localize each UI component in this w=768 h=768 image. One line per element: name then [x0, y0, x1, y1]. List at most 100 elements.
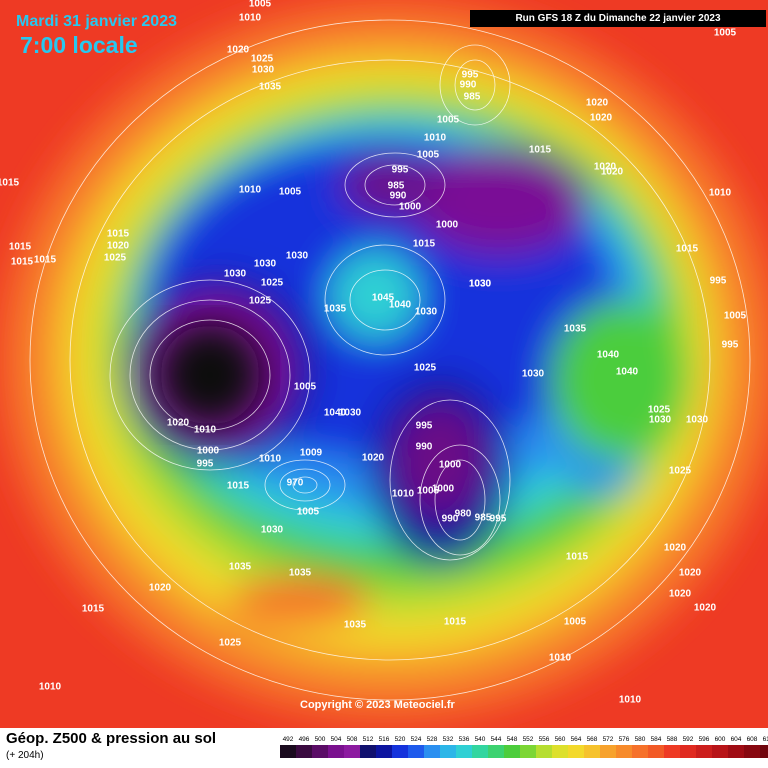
isobar-label: 1030 [252, 65, 275, 76]
isobar-label: 1015 [107, 229, 130, 240]
isobar-label: 1020 [586, 98, 609, 109]
scale-label: 588 [667, 736, 678, 743]
isobar-label: 1010 [259, 454, 282, 465]
isobar-label: 1015 [413, 239, 436, 250]
isobar-label: 1030 [415, 307, 438, 318]
scale-label: 532 [443, 736, 454, 743]
scale-swatch [600, 745, 616, 758]
forecast-time: 7:00 locale [20, 32, 138, 58]
isobar-label: 1030 [649, 415, 672, 426]
isobar-label: 1030 [522, 369, 545, 380]
isobar-label: 1000 [399, 202, 422, 213]
isobar-label: 1030 [686, 415, 709, 426]
isobar-label: 990 [442, 514, 459, 525]
isobar-label: 1025 [251, 54, 274, 65]
isobar-label: 995 [490, 514, 507, 525]
isobar-label: 1010 [424, 133, 447, 144]
scale-label: 592 [683, 736, 694, 743]
isobar-labels: 1005101010201025103010351005101510151015… [0, 0, 747, 706]
isobar-label: 1020 [601, 167, 624, 178]
isobar-label: 1015 [566, 552, 589, 563]
scale-label: 556 [539, 736, 550, 743]
isobar-label: 1005 [297, 507, 320, 518]
isobar-label: 1030 [339, 408, 362, 419]
scale-label: 600 [715, 736, 726, 743]
isobar-label: 1010 [392, 489, 415, 500]
scale-label: 544 [491, 736, 502, 743]
isobar-label: 1005 [437, 115, 460, 126]
isobar-label: 1009 [300, 448, 323, 459]
scale-label: 576 [619, 736, 630, 743]
isobar-label: 995 [462, 70, 479, 81]
footer: Géop. Z500 & pression au sol (+ 204h) 49… [0, 728, 768, 768]
isobar-label: 1010 [194, 425, 217, 436]
scale-label: 560 [555, 736, 566, 743]
scale-swatch [760, 745, 768, 758]
isobar-label: 1005 [417, 150, 440, 161]
isobar-label: 1005 [294, 382, 317, 393]
isobar-label: 1035 [564, 324, 587, 335]
isobar-label: 1020 [167, 418, 190, 429]
isobar-label: 1010 [549, 653, 572, 664]
isobar-label: 1015 [227, 481, 250, 492]
scale-swatch [744, 745, 760, 758]
scale-swatch [648, 745, 664, 758]
isobar-label: 1020 [669, 589, 692, 600]
isobar-label: 1015 [9, 242, 32, 253]
scale-swatch [728, 745, 744, 758]
scale-label: 524 [411, 736, 422, 743]
isobar-label: 1015 [444, 617, 467, 628]
isobar-label: 1015 [82, 604, 105, 615]
isobar-label: 1005 [714, 28, 737, 39]
lead-time: (+ 204h) [6, 750, 44, 761]
scale-label: 580 [635, 736, 646, 743]
isobar-label: 990 [460, 80, 477, 91]
isobar-label: 1035 [229, 562, 252, 573]
scale-swatch [680, 745, 696, 758]
scale-swatch [520, 745, 536, 758]
scale-swatch [472, 745, 488, 758]
isobar-label: 1020 [679, 568, 702, 579]
isobar-label: 995 [392, 165, 409, 176]
isobar-label: 1030 [469, 279, 492, 290]
run-info: Run GFS 18 Z du Dimanche 22 janvier 2023 [470, 10, 766, 27]
scale-swatch [360, 745, 376, 758]
scale-swatch [536, 745, 552, 758]
isobar-label: 1025 [249, 296, 272, 307]
isobar-label: 1020 [694, 603, 717, 614]
isobar-label: 1040 [597, 350, 620, 361]
isobar-label: 995 [197, 459, 214, 470]
isobar-label: 1025 [104, 253, 127, 264]
isobar-label: 1000 [197, 446, 220, 457]
isobar-label: 1030 [286, 251, 309, 262]
isobar-label: 1035 [344, 620, 367, 631]
isobar-label: 1020 [590, 113, 613, 124]
isobar-label: 995 [722, 340, 739, 351]
isobar-label: 985 [388, 181, 405, 192]
forecast-date: Mardi 31 janvier 2023 [16, 13, 177, 30]
isobar-label: 1000 [432, 484, 455, 495]
weather-map: 1005101010201025103010351005101510151015… [0, 0, 768, 728]
scale-swatch [376, 745, 392, 758]
scale-swatch [328, 745, 344, 758]
scale-label: 508 [347, 736, 358, 743]
isobar-label: 1030 [469, 279, 492, 290]
isobar-label: 1030 [224, 269, 247, 280]
map-title: Géop. Z500 & pression au sol [6, 730, 217, 747]
isobar-label: 1025 [219, 638, 242, 649]
scale-swatch [456, 745, 472, 758]
isobar-label: 1010 [239, 13, 262, 24]
scale-swatch [408, 745, 424, 758]
scale-swatch [344, 745, 360, 758]
isobar-label: 995 [416, 421, 433, 432]
scale-swatch [552, 745, 568, 758]
scale-label: 608 [747, 736, 758, 743]
scale-label: 612 [763, 736, 768, 743]
isobar-label: 1015 [676, 244, 699, 255]
isobar-label: 1020 [227, 45, 250, 56]
low-core [160, 325, 260, 425]
scale-swatch [616, 745, 632, 758]
scale-swatch [504, 745, 520, 758]
scale-label: 512 [363, 736, 374, 743]
